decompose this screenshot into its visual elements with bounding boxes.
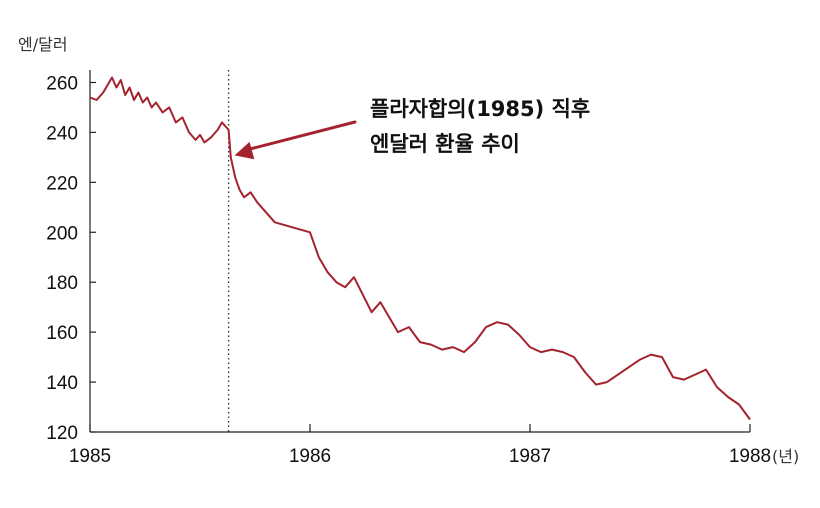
x-tick-label: 1987	[509, 446, 551, 467]
y-tick-label: 240	[46, 123, 78, 144]
y-axis-unit-label: 엔/달러	[18, 35, 68, 54]
y-tick-label: 200	[46, 223, 78, 244]
y-tick-label: 260	[46, 73, 78, 94]
annotation-arrow-shaft	[247, 120, 357, 151]
annotation-line-1: 플라자합의(1985) 직후	[370, 97, 590, 121]
y-tick-label: 140	[46, 373, 78, 394]
x-axis-ticks: 1985 1986 1987 1988 (년)	[69, 424, 799, 467]
y-tick-label: 160	[46, 323, 78, 344]
annotation-arrow-head	[234, 141, 255, 160]
annotation-arrow	[234, 120, 357, 160]
annotation-line-2: 엔달러 환율 추이	[370, 132, 520, 156]
x-tick-label: 1986	[289, 446, 331, 467]
x-tick-label: 1985	[69, 446, 111, 467]
x-axis-unit-label: (년)	[772, 447, 799, 466]
series-line-usd-jpy	[89, 76, 751, 421]
y-tick-label: 220	[46, 173, 78, 194]
y-tick-label: 120	[46, 423, 78, 444]
x-tick-label: 1988	[729, 446, 771, 467]
y-tick-label: 180	[46, 273, 78, 294]
y-axis-ticks: 260 240 220 200 180 160 140 120	[46, 73, 96, 444]
